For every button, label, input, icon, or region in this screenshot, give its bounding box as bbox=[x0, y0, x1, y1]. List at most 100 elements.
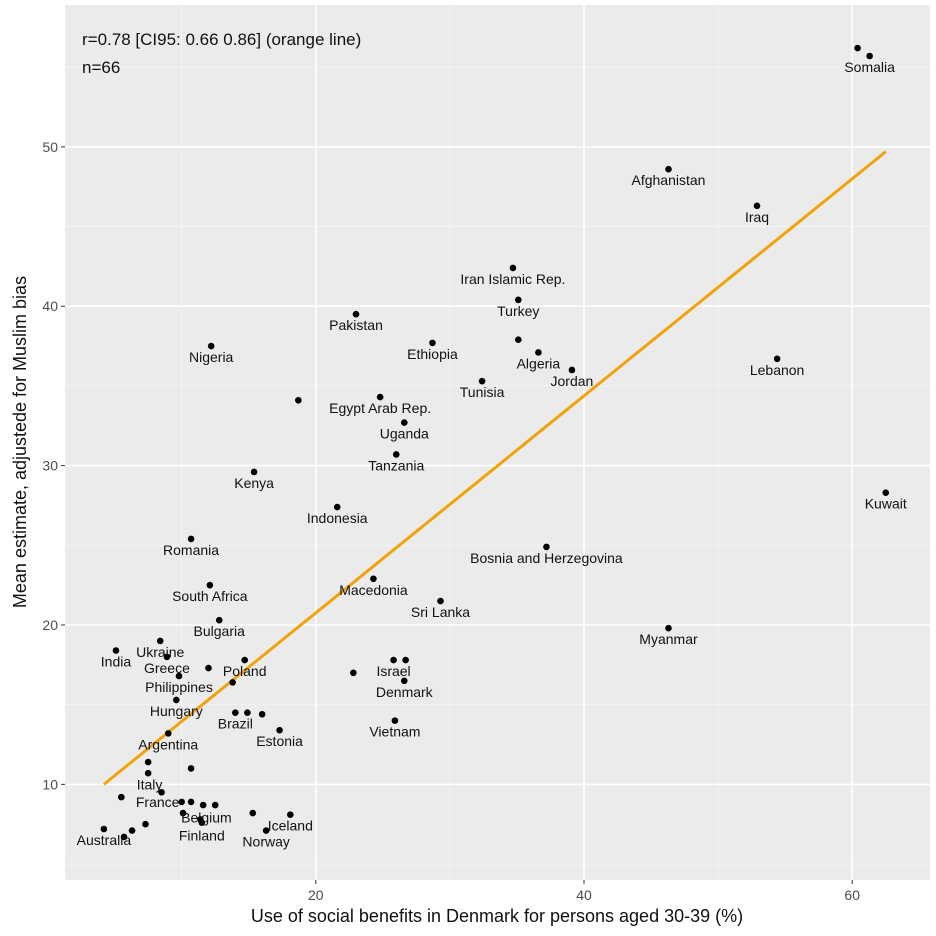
point-label: Tanzania bbox=[368, 457, 424, 473]
point-label: Algeria bbox=[517, 355, 561, 371]
point-label: France bbox=[136, 794, 180, 810]
data-point bbox=[295, 396, 302, 404]
data-point bbox=[350, 669, 357, 677]
data-point bbox=[112, 647, 120, 654]
point-label: Iran Islamic Rep. bbox=[460, 271, 565, 287]
point-label: Iceland bbox=[268, 818, 313, 834]
point-label: Afghanistan bbox=[632, 172, 706, 188]
data-point bbox=[333, 503, 341, 511]
point-label: Uganda bbox=[380, 426, 429, 442]
data-point bbox=[118, 793, 125, 801]
point-label: Greece bbox=[144, 660, 190, 676]
data-point bbox=[187, 798, 195, 806]
point-label: Sri Lanka bbox=[411, 604, 470, 620]
point-label: Ethiopia bbox=[407, 346, 458, 362]
data-point bbox=[665, 165, 672, 173]
data-point bbox=[215, 616, 223, 624]
data-point bbox=[128, 827, 136, 834]
data-point bbox=[187, 535, 195, 543]
x-tick-label: 20 bbox=[308, 887, 324, 903]
point-label: Somalia bbox=[844, 59, 895, 75]
data-point bbox=[156, 637, 164, 645]
axis-ticks: 20 40 60 10 20 30 40 50 bbox=[42, 139, 860, 903]
data-point bbox=[665, 624, 672, 632]
y-tick-label: 10 bbox=[42, 776, 58, 792]
data-point bbox=[568, 366, 576, 374]
data-point bbox=[158, 789, 165, 796]
point-label: Ukraine bbox=[136, 644, 184, 660]
data-point bbox=[144, 769, 152, 777]
data-point bbox=[164, 730, 172, 737]
point-label: Indonesia bbox=[307, 510, 368, 526]
point-label: Nigeria bbox=[189, 349, 234, 365]
data-point bbox=[753, 202, 761, 210]
point-label: Vietnam bbox=[369, 724, 420, 740]
point-label: India bbox=[101, 653, 132, 669]
data-point bbox=[205, 664, 212, 672]
data-point bbox=[175, 672, 183, 680]
x-axis-title: Use of social benefits in Denmark for pe… bbox=[251, 906, 743, 926]
point-label: Belgium bbox=[181, 809, 232, 825]
data-point bbox=[478, 377, 486, 385]
y-tick-label: 20 bbox=[42, 617, 58, 633]
data-point bbox=[198, 819, 206, 826]
y-tick-label: 50 bbox=[42, 139, 58, 155]
point-label: Kuwait bbox=[865, 496, 907, 512]
data-point bbox=[207, 342, 215, 350]
data-point bbox=[229, 679, 236, 686]
data-point bbox=[287, 811, 294, 818]
data-point bbox=[173, 696, 180, 704]
point-label: Italy bbox=[137, 776, 163, 792]
data-point bbox=[178, 798, 185, 806]
correlation-annotation: r=0.78 [CI95: 0.66 0.86] (orange line) bbox=[82, 30, 361, 49]
point-label: Australia bbox=[77, 832, 132, 848]
data-point bbox=[244, 709, 251, 716]
data-point bbox=[206, 581, 214, 589]
data-point bbox=[535, 349, 542, 356]
point-label: Argentina bbox=[138, 736, 198, 752]
data-point bbox=[882, 489, 890, 497]
data-point bbox=[854, 44, 861, 52]
data-point bbox=[402, 656, 409, 664]
data-point bbox=[250, 468, 258, 476]
data-point bbox=[249, 809, 257, 817]
point-label: Norway bbox=[242, 834, 289, 850]
regression-line bbox=[102, 150, 887, 786]
data-point bbox=[179, 809, 187, 817]
data-point bbox=[391, 717, 399, 724]
point-label: Pakistan bbox=[329, 317, 383, 333]
x-tick-label: 60 bbox=[844, 887, 860, 903]
y-axis-title: Mean estimate, adjustede for Muslim bias bbox=[10, 276, 30, 608]
data-point bbox=[163, 653, 171, 661]
data-point bbox=[199, 801, 207, 809]
point-label: Finland bbox=[179, 828, 225, 844]
data-points bbox=[100, 44, 890, 841]
data-point bbox=[543, 543, 550, 551]
data-point bbox=[773, 355, 781, 363]
data-point bbox=[390, 656, 397, 664]
data-point bbox=[100, 825, 108, 833]
point-label: Kenya bbox=[234, 475, 274, 491]
point-label: Jordan bbox=[551, 373, 594, 389]
data-point bbox=[429, 339, 436, 347]
n-annotation: n=66 bbox=[82, 58, 120, 77]
point-label: Denmark bbox=[376, 684, 434, 700]
point-label: Bosnia and Herzegovina bbox=[470, 550, 623, 566]
data-point bbox=[514, 296, 522, 304]
point-label: Lebanon bbox=[750, 362, 805, 378]
data-point bbox=[144, 758, 152, 766]
plot-panel bbox=[65, 5, 930, 880]
point-label: Bulgaria bbox=[194, 623, 246, 639]
point-label: Estonia bbox=[256, 733, 303, 749]
y-tick-label: 40 bbox=[42, 298, 58, 314]
y-tick-label: 30 bbox=[42, 458, 58, 474]
data-point bbox=[232, 709, 239, 716]
point-labels: Somalia Afghanistan Iraq Iran Islamic Rep. T… bbox=[77, 59, 907, 850]
data-point bbox=[514, 336, 522, 343]
data-point bbox=[437, 597, 444, 605]
point-label: South Africa bbox=[172, 588, 248, 604]
point-label: Myanmar bbox=[639, 631, 698, 647]
x-tick-label: 40 bbox=[576, 887, 592, 903]
data-point bbox=[120, 833, 128, 841]
